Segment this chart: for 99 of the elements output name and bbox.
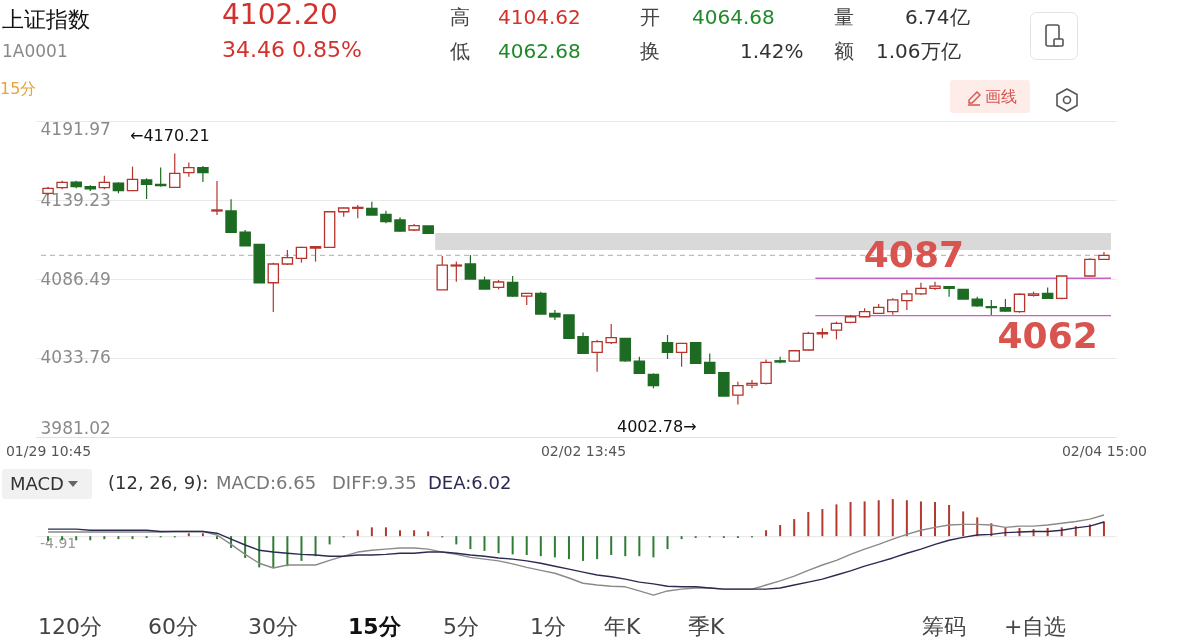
bar xyxy=(187,533,190,537)
bar xyxy=(596,536,599,560)
bar xyxy=(89,536,92,541)
bar xyxy=(314,536,317,557)
text: 4062.68 xyxy=(498,39,581,63)
text: 30分 xyxy=(248,614,298,640)
bar xyxy=(483,536,486,551)
annotation: -4.91 xyxy=(40,535,77,552)
bar xyxy=(779,524,782,537)
text: 4104.62 xyxy=(498,5,581,29)
text: 筹码 xyxy=(922,614,966,640)
bar xyxy=(553,536,556,558)
text: DIFF:9.35 xyxy=(332,472,417,493)
text: DEA:6.02 xyxy=(428,472,512,493)
bar xyxy=(567,536,570,560)
bar xyxy=(399,530,402,537)
text: 量 xyxy=(834,5,854,29)
text: MACD:6.65 xyxy=(216,472,317,493)
text: 6.74亿 xyxy=(905,5,970,29)
bar xyxy=(75,536,78,541)
text: 5分 xyxy=(443,614,479,640)
bar xyxy=(891,499,894,537)
bar xyxy=(469,536,472,550)
text: 1.42% xyxy=(740,39,804,63)
y-tick-label: 4086.49 xyxy=(40,268,111,289)
text: 4064.68 xyxy=(692,5,775,29)
bar xyxy=(821,509,824,537)
bar xyxy=(1102,521,1105,537)
bar xyxy=(666,536,669,550)
chart-title: 上证指数 xyxy=(2,7,90,33)
bar xyxy=(61,536,64,541)
bar xyxy=(948,504,951,537)
text: 换 xyxy=(640,39,660,63)
x-tick-label: 01/29 10:45 xyxy=(5,442,92,459)
bar xyxy=(427,531,430,537)
bar xyxy=(497,536,500,554)
bar xyxy=(610,536,613,556)
ref-line-label: 4062 xyxy=(997,314,1098,356)
text: 1分 xyxy=(530,614,566,640)
text: 额 xyxy=(834,39,854,63)
bar xyxy=(962,511,965,537)
bar xyxy=(511,536,514,555)
bar xyxy=(793,519,796,537)
bar xyxy=(131,536,134,540)
text: 低 xyxy=(450,39,470,63)
bar xyxy=(624,536,627,557)
text: +自选 xyxy=(1004,614,1067,640)
bar xyxy=(849,502,852,537)
chart-subtitle: (12, 26, 9): xyxy=(108,472,209,493)
bar xyxy=(455,536,458,545)
text: 画线 xyxy=(985,87,1017,106)
bar xyxy=(356,530,359,537)
bar xyxy=(934,502,937,537)
text: 120分 xyxy=(38,614,102,640)
bar xyxy=(652,536,655,558)
bar xyxy=(272,536,275,568)
text: 15分 xyxy=(348,614,401,640)
bar xyxy=(300,536,303,561)
bar xyxy=(201,533,204,537)
bar xyxy=(384,527,387,537)
text: 1.06万亿 xyxy=(876,39,961,63)
text: 60分 xyxy=(148,614,198,640)
y-tick-label: 4191.97 xyxy=(40,118,111,139)
text: 34.46 0.85% xyxy=(222,37,362,63)
bar xyxy=(638,536,641,557)
bar xyxy=(117,536,120,540)
bar xyxy=(807,512,810,537)
bar xyxy=(539,536,542,557)
text: 开 xyxy=(640,5,660,29)
chart-subtitle: 1A0001 xyxy=(2,41,68,61)
bar xyxy=(215,536,218,540)
bar xyxy=(877,500,880,537)
y-tick-label: 4139.23 xyxy=(40,189,111,210)
text: 15分 xyxy=(0,79,37,98)
bar xyxy=(863,501,866,537)
bar xyxy=(328,536,331,545)
bar xyxy=(413,530,416,537)
bar xyxy=(370,527,373,537)
y-tick-label: 3981.02 xyxy=(40,417,111,438)
bar xyxy=(835,504,838,537)
text: 4102.20 xyxy=(222,0,338,31)
chart-title: MACD xyxy=(10,473,64,494)
x-tick-label: 02/02 13:45 xyxy=(540,442,627,459)
y-tick-label: 4033.76 xyxy=(40,347,111,368)
bar xyxy=(525,536,528,556)
bar xyxy=(919,501,922,537)
annotation: 4002.78→ xyxy=(617,417,697,436)
ref-line-label: 4087 xyxy=(863,234,964,276)
bar xyxy=(765,530,768,537)
bar xyxy=(680,536,683,540)
text: 年K xyxy=(604,614,641,640)
text: 高 xyxy=(450,5,470,29)
x-tick-label: 02/04 15:00 xyxy=(1061,442,1148,459)
bar xyxy=(47,536,50,541)
text: 季K xyxy=(688,614,725,640)
bar xyxy=(103,536,106,540)
bar xyxy=(905,500,908,537)
bar xyxy=(582,536,585,561)
annotation: ←4170.21 xyxy=(130,126,210,145)
